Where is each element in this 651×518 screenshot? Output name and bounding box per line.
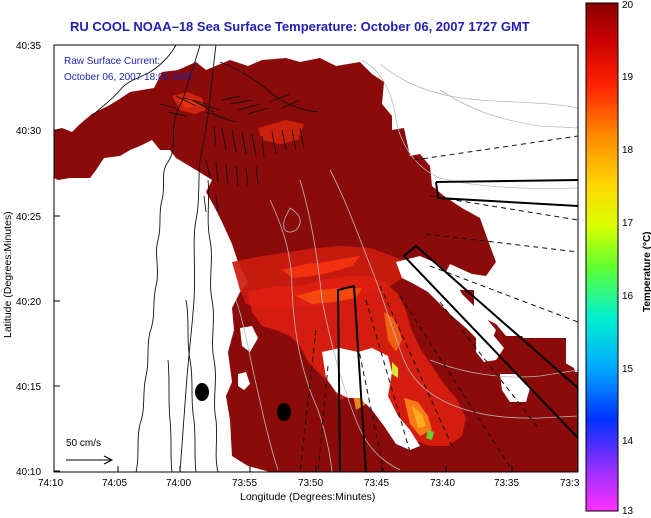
y-tick-label: 40:35: [16, 41, 41, 52]
y-tick-label: 40:15: [16, 382, 41, 393]
sst-field: [54, 58, 578, 472]
x-tick-label: 73:35: [494, 478, 519, 489]
buoy-marker: [277, 403, 291, 421]
colorbar-tick: 20: [622, 0, 634, 11]
boundary-polygons: [336, 179, 578, 472]
x-tick-label: 73:50: [298, 478, 323, 489]
colorbar-tick: 19: [622, 72, 634, 83]
x-tick-label: 73:3: [560, 478, 580, 489]
colorbar-tick: 15: [622, 364, 634, 375]
current-vectors: [159, 93, 305, 213]
survey-dashed-lines: [299, 135, 578, 472]
buoy-marker: [195, 383, 209, 401]
x-axis-label: Longitude (Degrees:Minutes): [240, 491, 375, 503]
colorbar-label: Temperature (°C): [642, 232, 651, 313]
figure-title: RU COOL NOAA–18 Sea Surface Temperature:…: [70, 19, 530, 34]
x-tick-label: 73:55: [232, 478, 257, 489]
colorbar-tick: 17: [622, 218, 634, 229]
current-annotation-line2: October 06, 2007 18:00 GMT: [64, 72, 194, 83]
colorbar-tick: 13: [622, 506, 634, 517]
y-tick-label: 40:10: [16, 467, 41, 478]
colorbar-ramp: [585, 2, 619, 512]
scale-label: 50 cm/s: [66, 438, 101, 449]
colorbar: 20 19 18 17 16 15 14 13 Temperature (°C): [585, 0, 651, 517]
y-tick-label: 40:25: [16, 212, 41, 223]
x-tick-label: 74:10: [38, 478, 63, 489]
y-axis-label: Latitude (Degrees:Minutes): [2, 211, 14, 338]
x-tick-label: 74:05: [102, 478, 127, 489]
y-tick-label: 40:30: [16, 126, 41, 137]
x-tick-label: 74:00: [166, 478, 191, 489]
current-annotation-line1: Raw Surface Current:: [64, 56, 160, 67]
coastline: [91, 45, 319, 472]
x-axis: 74:10 74:05 74:00 73:55 73:50 73:45 73:4…: [38, 466, 580, 489]
colorbar-tick: 14: [622, 436, 634, 447]
scale-arrow: [66, 455, 114, 465]
map-area: [54, 45, 578, 472]
bathymetry-contours: [235, 59, 578, 472]
colorbar-tick: 16: [622, 291, 634, 302]
colorbar-tick: 18: [622, 145, 634, 156]
x-tick-label: 73:40: [430, 478, 455, 489]
y-tick-label: 40:20: [16, 297, 41, 308]
y-axis: 40:35 40:30 40:25 40:20 40:15 40:10: [16, 41, 60, 478]
x-tick-label: 73:45: [364, 478, 389, 489]
